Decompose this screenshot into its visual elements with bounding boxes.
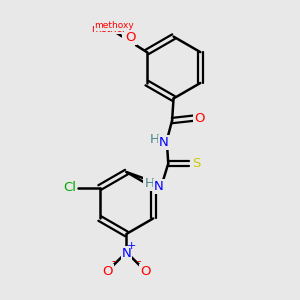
Text: O: O: [140, 265, 151, 278]
Text: O: O: [123, 33, 134, 46]
Text: O: O: [102, 265, 112, 278]
Text: N: N: [159, 136, 169, 149]
Text: -: -: [112, 255, 116, 268]
Text: H: H: [149, 133, 159, 146]
Text: O: O: [194, 112, 204, 125]
Text: -: -: [137, 255, 141, 268]
Text: O: O: [125, 31, 136, 44]
Text: N: N: [154, 180, 164, 193]
Text: methoxy: methoxy: [94, 21, 134, 30]
Text: H: H: [145, 177, 154, 190]
Text: +: +: [127, 241, 136, 251]
Text: N: N: [122, 247, 131, 260]
Text: S: S: [192, 157, 200, 170]
Text: methoxy: methoxy: [92, 23, 134, 34]
Text: Cl: Cl: [63, 181, 76, 194]
